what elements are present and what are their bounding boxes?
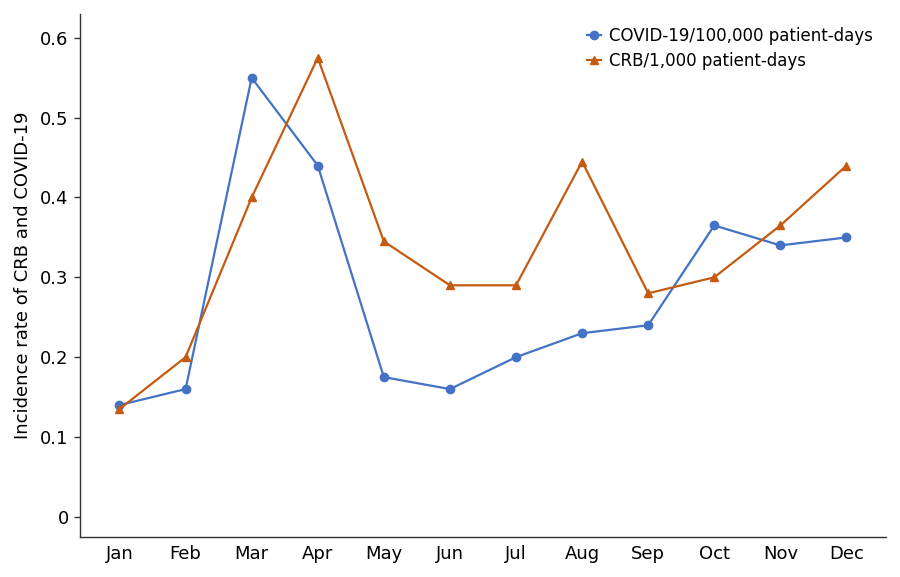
Y-axis label: Incidence rate of CRB and COVID-19: Incidence rate of CRB and COVID-19 (14, 111, 32, 439)
Legend: COVID-19/100,000 patient-days, CRB/1,000 patient-days: COVID-19/100,000 patient-days, CRB/1,000… (582, 23, 878, 75)
